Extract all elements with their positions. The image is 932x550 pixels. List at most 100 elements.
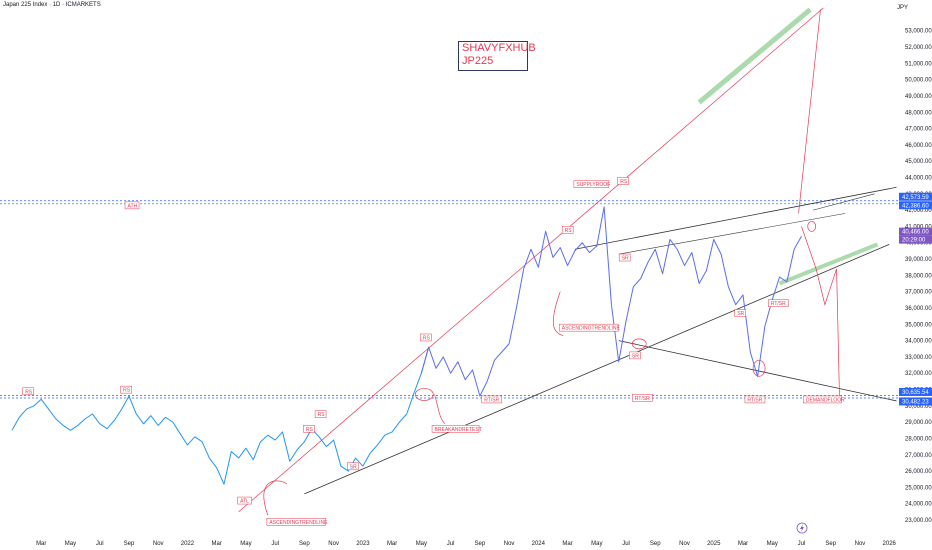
y-tick-label: 46,000.00	[905, 143, 932, 149]
annotation-tag-rs: RS	[565, 228, 573, 234]
annotation-tag-box	[347, 462, 359, 471]
annotation-tag-sr: SR	[350, 464, 357, 470]
currency-label: JPY	[896, 5, 908, 11]
ascending-trendline-steep	[238, 7, 824, 513]
y-tick-label: 27,000.00	[905, 453, 932, 459]
price-badge	[899, 397, 932, 406]
annotation-tag-box	[573, 180, 610, 188]
price-line-recent	[420, 206, 802, 397]
price-badge	[899, 387, 932, 396]
annotation-tag-box	[803, 395, 842, 404]
price-badge-label: 40,466.00	[902, 230, 929, 236]
x-tick-label: May	[416, 541, 427, 547]
watermark-box: SHAVYFXHUB JP225	[458, 41, 536, 71]
annotation-tag-box	[266, 518, 327, 526]
annotation-tag-rtsr: RT/SR	[747, 397, 762, 403]
x-tick-label: Sep	[124, 541, 135, 547]
x-tick-label: May	[591, 541, 602, 547]
annotation-tag-box	[481, 395, 503, 404]
break-retest-arc	[434, 394, 446, 425]
sweep-circle	[631, 338, 647, 350]
annotation-tag-box	[237, 496, 252, 505]
price-badge-label: 42,386.60	[902, 203, 929, 209]
x-tick-label: Mar	[738, 541, 748, 547]
y-tick-label: 26,000.00	[905, 469, 932, 475]
x-tick-label: Jul	[447, 541, 455, 547]
x-tick-label: Nov	[328, 541, 339, 547]
price-badge	[899, 201, 932, 210]
x-tick-label: Sep	[825, 541, 836, 547]
y-tick-label: 50,000.00	[905, 78, 932, 84]
watermark-line-1: SHAVYFXHUB	[462, 42, 536, 54]
y-tick-label: 29,000.00	[905, 420, 932, 426]
x-tick-label: Jul	[622, 541, 630, 547]
x-tick-label: 2026	[883, 541, 897, 547]
y-tick-label: 38,000.00	[905, 273, 932, 279]
y-tick-label: 48,000.00	[905, 110, 932, 116]
x-tick-label: Mar	[36, 541, 46, 547]
annotation-tag-atl: ATL	[240, 499, 249, 505]
x-tick-label: 2024	[532, 541, 546, 547]
x-tick-label: May	[767, 541, 778, 547]
annotation-tag-sr: SR	[737, 311, 744, 317]
annotation-tag-box	[768, 299, 789, 307]
annotation-tag-box	[617, 177, 629, 185]
demand-circle	[752, 359, 766, 377]
target-zone-upper	[697, 7, 812, 105]
x-tick-label: Jul	[798, 541, 806, 547]
chart-title: Japan 225 Index · 1D · ICMARKETS	[3, 2, 101, 8]
annotation-tag-rs: RS	[123, 388, 131, 394]
ascending-trendline-arc-2	[552, 291, 564, 337]
annotation-tag-box	[120, 385, 132, 394]
y-tick-label: 24,000.00	[905, 502, 932, 508]
y-tick-label: 51,000.00	[905, 61, 932, 67]
annotation-tag-rs: RS	[318, 412, 326, 418]
annotation-tag-box	[561, 226, 574, 234]
y-tick-label: 45,000.00	[905, 159, 932, 165]
annotation-tag-rs: RS	[306, 427, 314, 433]
x-tick-label: 2022	[181, 541, 195, 547]
channel-upper-line	[574, 186, 897, 250]
annotation-tag-rs: RS	[25, 389, 33, 395]
y-tick-label: 34,000.00	[905, 339, 932, 345]
y-tick-label: 25,000.00	[905, 485, 932, 491]
x-tick-label: Sep	[474, 541, 485, 547]
annotation-tag-rtsr: RT/SR	[635, 396, 650, 402]
annotation-tag-box	[744, 395, 766, 404]
annotation-tag-rtsr: RT/SR	[771, 301, 786, 307]
descending-trendline	[618, 340, 897, 402]
ascending-support-trendline	[304, 243, 890, 495]
y-tick-label: 52,000.00	[905, 45, 932, 51]
annotation-tag-box	[431, 425, 480, 433]
annotation-tag-box	[124, 201, 140, 210]
annotation-tag-rtsr: RT/SR	[484, 397, 499, 403]
annotation-tag-ascendingtrendline: ASCENDINGTRENDLINE	[269, 520, 328, 526]
annotation-tag-supplyroof: SUPPLYROOF	[576, 182, 610, 188]
breakout-circle	[414, 388, 434, 401]
y-tick-label: 47,000.00	[905, 127, 932, 133]
x-tick-label: Sep	[650, 541, 661, 547]
x-tick-label: Mar	[387, 541, 397, 547]
y-tick-label: 44,000.00	[905, 175, 932, 181]
annotation-tag-box	[734, 309, 746, 317]
ascending-trendline-arc	[263, 480, 288, 516]
x-tick-label: Nov	[679, 541, 690, 547]
annotation-tag-box	[22, 387, 34, 396]
y-tick-label: 37,000.00	[905, 290, 932, 296]
channel-lower-line	[618, 213, 846, 255]
annotation-tag-demandfloor: DEMANDFLOOR	[806, 397, 845, 403]
annotation-tag-breakandretest: BREAKANDRETEST	[435, 427, 482, 433]
x-tick-label: 2025	[707, 541, 721, 547]
annotation-tag-box	[632, 394, 653, 402]
y-tick-label: 41,000.00	[905, 224, 932, 230]
x-tick-label: Sep	[299, 541, 310, 547]
y-tick-label: 30,000.00	[905, 404, 932, 410]
annotation-tag-box	[618, 253, 631, 262]
ath-circle	[807, 221, 817, 232]
x-tick-label: May	[240, 541, 251, 547]
x-tick-label: May	[65, 541, 76, 547]
annotation-tag-box	[629, 351, 641, 360]
y-tick-label: 35,000.00	[905, 322, 932, 328]
annotation-tag-ath: ATH	[128, 203, 138, 209]
